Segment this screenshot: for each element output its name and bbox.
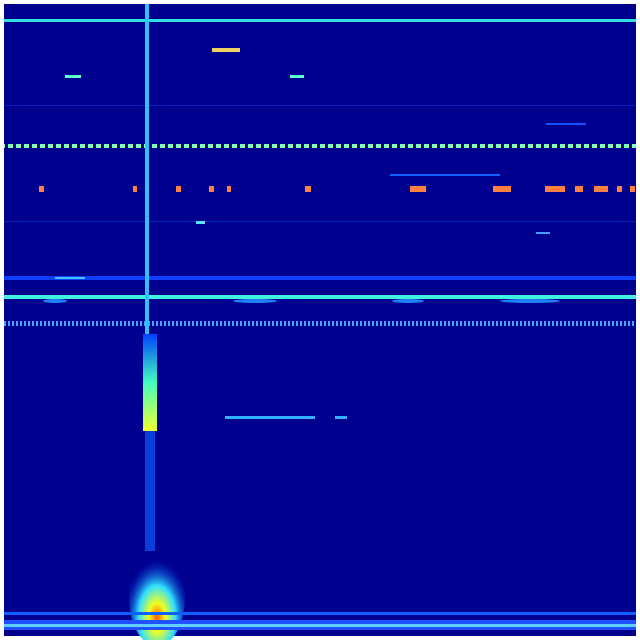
- band: [392, 299, 424, 303]
- burst: [143, 334, 157, 431]
- band: [196, 221, 205, 224]
- band: [4, 19, 636, 22]
- streak: [145, 431, 155, 551]
- band: [335, 416, 347, 419]
- band: [65, 75, 81, 78]
- band: [4, 221, 636, 222]
- band: [55, 277, 85, 279]
- band: [546, 123, 586, 125]
- band: [225, 416, 315, 419]
- band: [4, 612, 636, 615]
- burst: [129, 550, 185, 640]
- background: [4, 4, 636, 636]
- band: [536, 232, 550, 234]
- streak: [145, 4, 149, 334]
- band: [290, 75, 304, 78]
- band: [4, 105, 636, 106]
- band: [4, 295, 636, 299]
- band: [4, 276, 636, 280]
- markers: [39, 186, 635, 192]
- band: [233, 299, 277, 303]
- band: [500, 299, 560, 303]
- band: [4, 624, 636, 627]
- band: [4, 144, 636, 148]
- band: [43, 299, 67, 303]
- band: [212, 48, 240, 52]
- band: [390, 174, 500, 176]
- band: [4, 321, 636, 326]
